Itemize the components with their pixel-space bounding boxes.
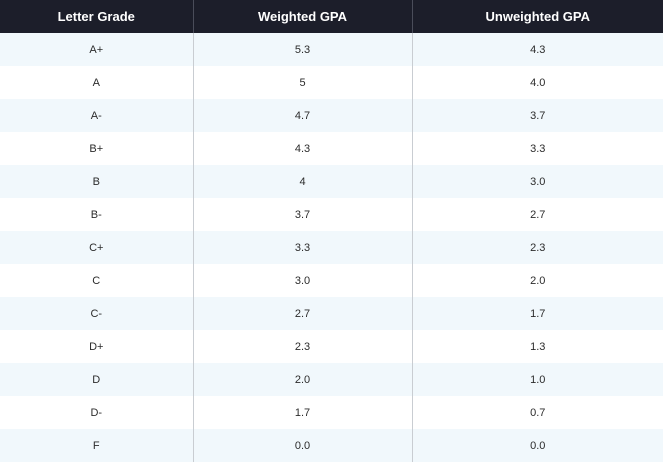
weighted-gpa-cell: 2.3	[193, 330, 413, 363]
table-row: B+ 4.3 3.3	[0, 132, 663, 165]
unweighted-gpa-cell: 2.3	[412, 231, 663, 264]
unweighted-gpa-cell: 3.3	[412, 132, 663, 165]
unweighted-gpa-cell: 4.3	[412, 33, 663, 66]
unweighted-gpa-cell: 1.7	[412, 297, 663, 330]
table-row: A- 4.7 3.7	[0, 99, 663, 132]
weighted-gpa-cell: 0.0	[193, 429, 413, 462]
letter-grade-cell: B-	[0, 198, 194, 231]
letter-grade-cell: C+	[0, 231, 194, 264]
header-unweighted-gpa: Unweighted GPA	[412, 0, 663, 33]
weighted-gpa-cell: 5.3	[193, 33, 413, 66]
unweighted-gpa-cell: 2.0	[412, 264, 663, 297]
header-letter-grade: Letter Grade	[0, 0, 194, 33]
header-row: Letter Grade Weighted GPA Unweighted GPA	[0, 0, 663, 33]
letter-grade-cell: D+	[0, 330, 194, 363]
letter-grade-cell: D	[0, 363, 194, 396]
table-row: D+ 2.3 1.3	[0, 330, 663, 363]
unweighted-gpa-cell: 3.7	[412, 99, 663, 132]
letter-grade-cell: B	[0, 165, 194, 198]
unweighted-gpa-cell: 1.0	[412, 363, 663, 396]
letter-grade-cell: A-	[0, 99, 194, 132]
letter-grade-cell: C-	[0, 297, 194, 330]
table-row: D 2.0 1.0	[0, 363, 663, 396]
letter-grade-cell: B+	[0, 132, 194, 165]
weighted-gpa-cell: 4	[193, 165, 413, 198]
weighted-gpa-cell: 5	[193, 66, 413, 99]
letter-grade-cell: F	[0, 429, 194, 462]
weighted-gpa-cell: 4.7	[193, 99, 413, 132]
weighted-gpa-cell: 2.0	[193, 363, 413, 396]
table-row: C- 2.7 1.7	[0, 297, 663, 330]
table-row: B- 3.7 2.7	[0, 198, 663, 231]
unweighted-gpa-cell: 2.7	[412, 198, 663, 231]
unweighted-gpa-cell: 4.0	[412, 66, 663, 99]
unweighted-gpa-cell: 1.3	[412, 330, 663, 363]
weighted-gpa-cell: 3.3	[193, 231, 413, 264]
letter-grade-cell: A	[0, 66, 194, 99]
unweighted-gpa-cell: 0.7	[412, 396, 663, 429]
table-row: F 0.0 0.0	[0, 429, 663, 462]
table-header: Letter Grade Weighted GPA Unweighted GPA	[0, 0, 663, 33]
weighted-gpa-cell: 3.7	[193, 198, 413, 231]
table-row: C+ 3.3 2.3	[0, 231, 663, 264]
letter-grade-cell: D-	[0, 396, 194, 429]
table-body: A+ 5.3 4.3 A 5 4.0 A- 4.7 3.7 B+ 4.3 3.3 B 4 3.0 B- 3.7 2…	[0, 33, 663, 462]
table-row: A 5 4.0	[0, 66, 663, 99]
unweighted-gpa-cell: 0.0	[412, 429, 663, 462]
header-weighted-gpa: Weighted GPA	[193, 0, 413, 33]
weighted-gpa-cell: 1.7	[193, 396, 413, 429]
table-row: B 4 3.0	[0, 165, 663, 198]
table-row: C 3.0 2.0	[0, 264, 663, 297]
table-row: A+ 5.3 4.3	[0, 33, 663, 66]
weighted-gpa-cell: 4.3	[193, 132, 413, 165]
unweighted-gpa-cell: 3.0	[412, 165, 663, 198]
table-row: D- 1.7 0.7	[0, 396, 663, 429]
letter-grade-cell: A+	[0, 33, 194, 66]
letter-grade-cell: C	[0, 264, 194, 297]
weighted-gpa-cell: 2.7	[193, 297, 413, 330]
weighted-gpa-cell: 3.0	[193, 264, 413, 297]
